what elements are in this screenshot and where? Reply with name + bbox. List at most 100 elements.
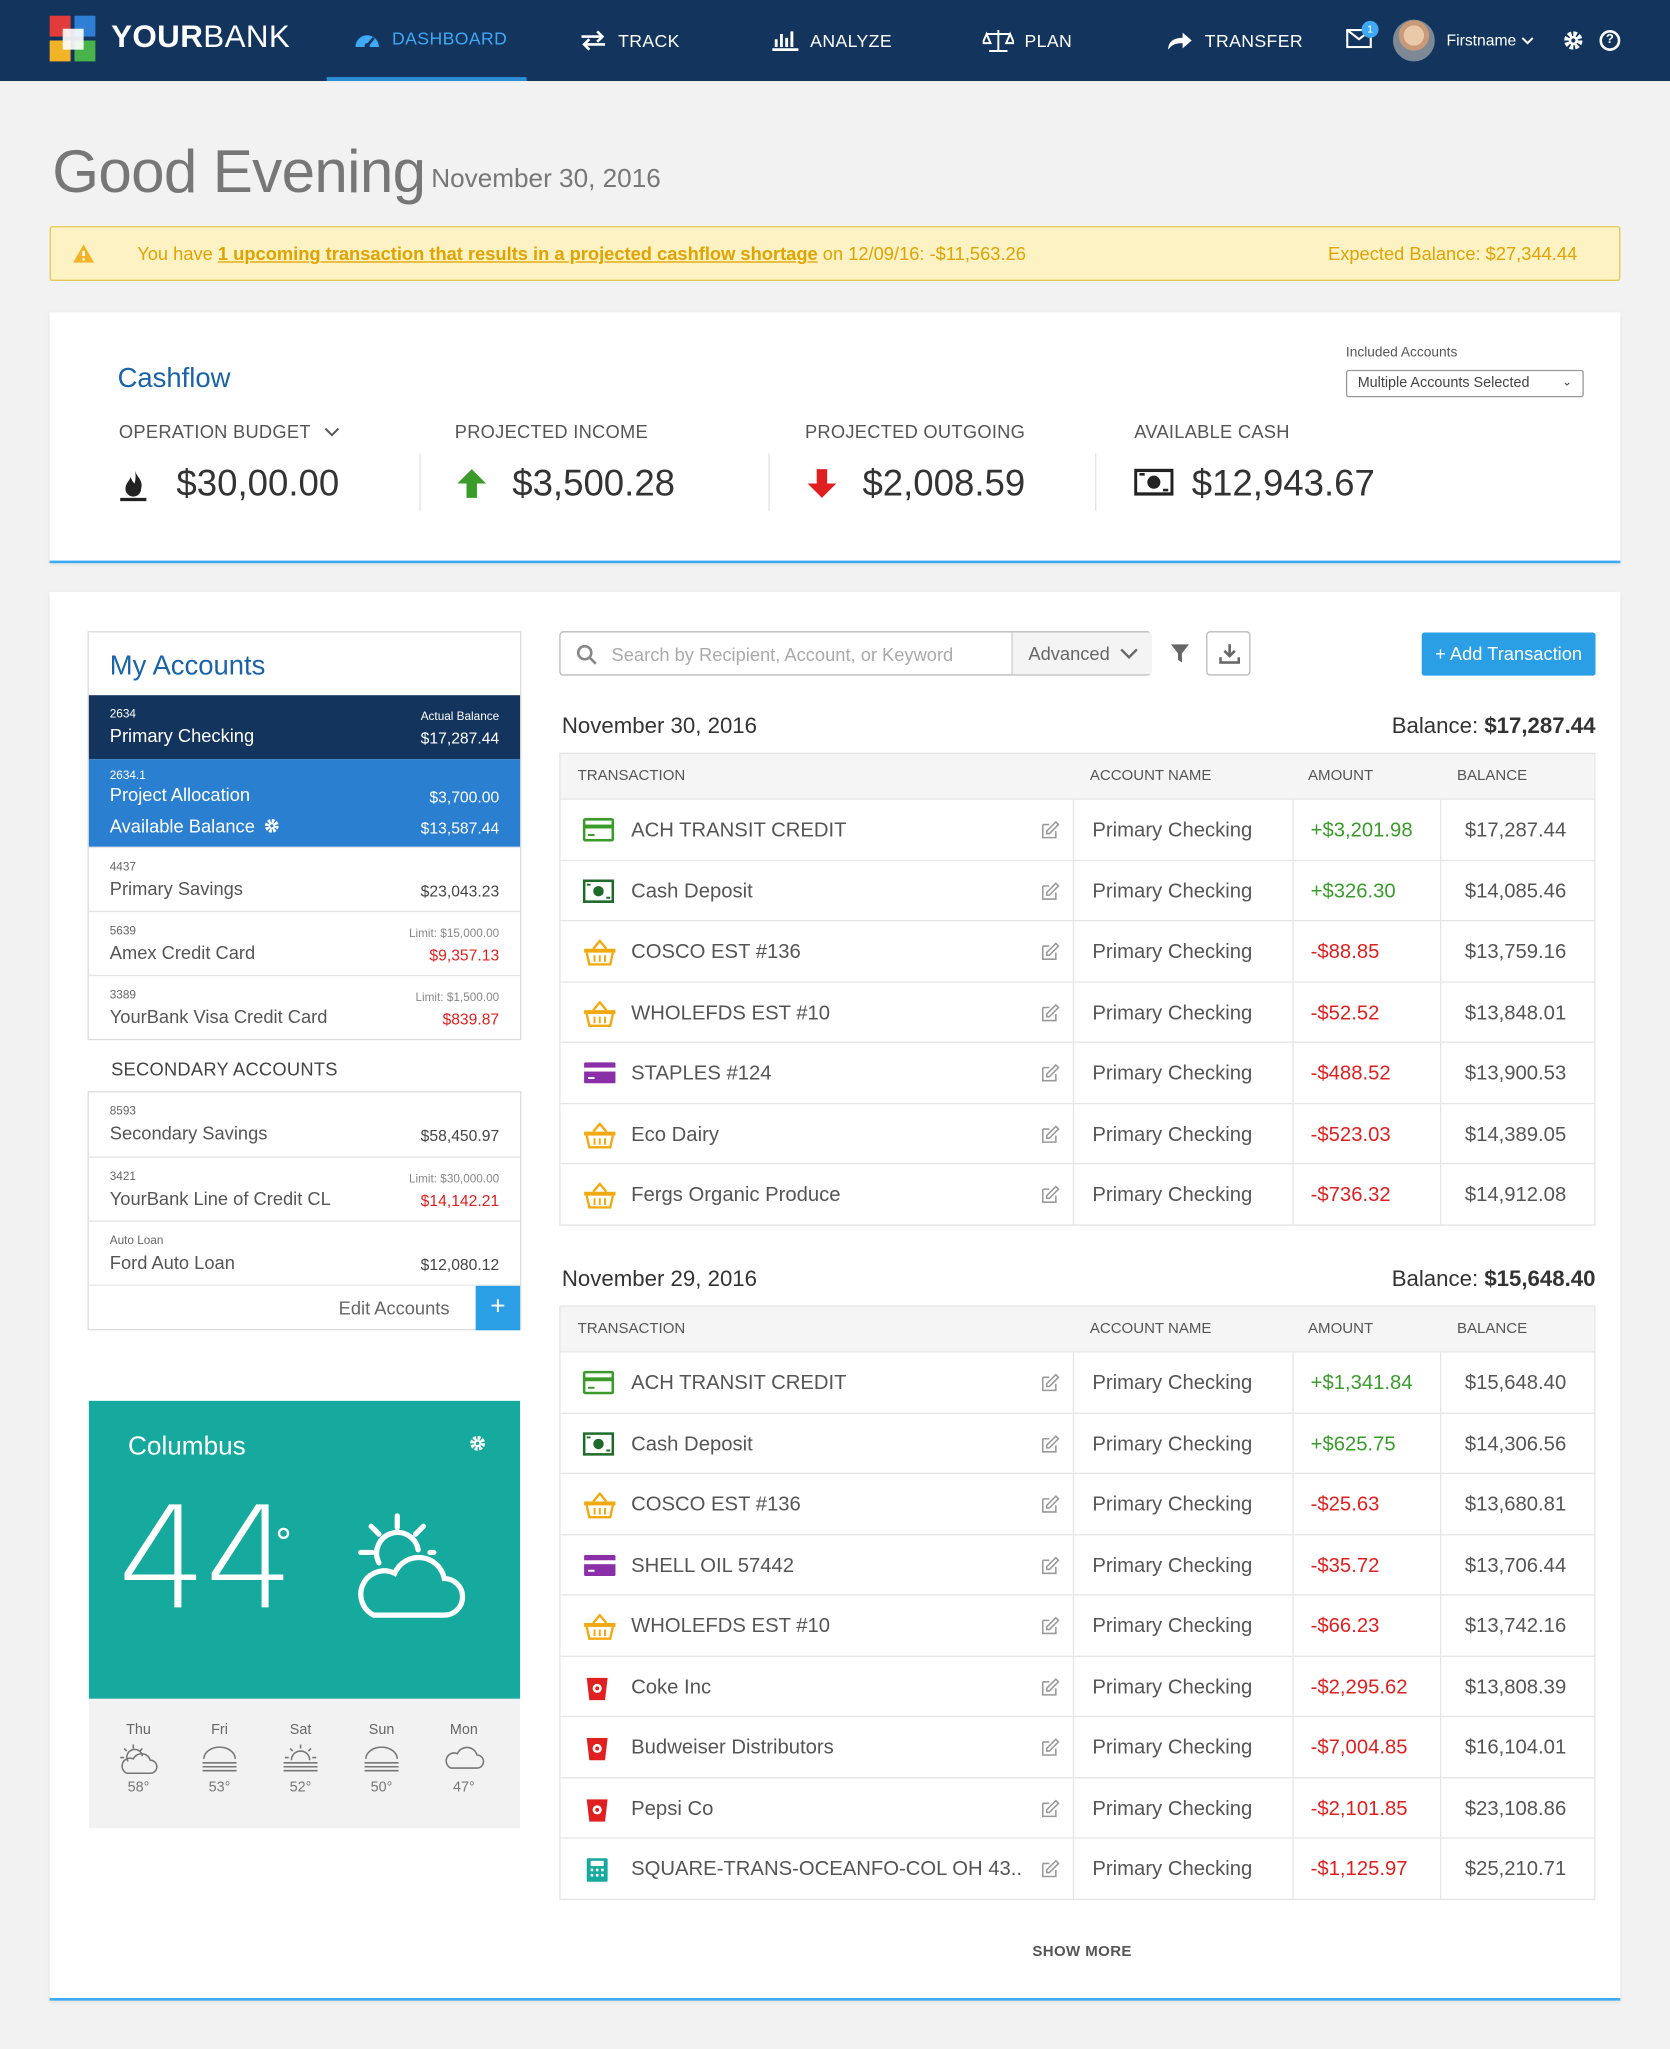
gear-icon[interactable] bbox=[469, 1435, 486, 1452]
account-row[interactable]: 8593 Secondary Savings $58,450.97 bbox=[89, 1092, 520, 1156]
forecast-day: Mon 47° bbox=[431, 1699, 496, 1795]
edit-icon[interactable] bbox=[1041, 1185, 1060, 1204]
account-name: Primary Checking bbox=[1092, 880, 1253, 903]
search-input[interactable]: Search by Recipient, Account, or Keyword bbox=[611, 644, 954, 666]
edit-icon[interactable] bbox=[1041, 1555, 1060, 1574]
edit-icon[interactable] bbox=[1041, 881, 1060, 900]
column-header[interactable]: AMOUNT bbox=[1308, 768, 1374, 785]
edit-icon[interactable] bbox=[1041, 1738, 1060, 1756]
table-row[interactable]: SHELL OIL 57442 Primary Checking -$35.72… bbox=[560, 1533, 1595, 1595]
table-row[interactable]: SQUARE-TRANS-OCEANFO-COL OH 43... Primar… bbox=[560, 1837, 1595, 1899]
nav-dashboard-label: DASHBOARD bbox=[392, 28, 508, 49]
edit-icon[interactable] bbox=[1041, 1616, 1060, 1635]
edit-icon[interactable] bbox=[1041, 1063, 1060, 1082]
column-header[interactable]: TRANSACTION bbox=[577, 768, 686, 785]
weather-widget: Columbus 44 ° bbox=[88, 1400, 521, 1699]
swap-arrows-icon bbox=[581, 30, 606, 51]
running-balance: $13,900.53 bbox=[1464, 1062, 1567, 1085]
account-number: 4437 bbox=[109, 859, 136, 873]
chevron-down-icon[interactable] bbox=[1521, 34, 1534, 47]
filter-icon[interactable] bbox=[1170, 644, 1190, 663]
divider bbox=[1072, 860, 1075, 920]
table-row[interactable]: ACH TRANSIT CREDIT Primary Checking +$3,… bbox=[560, 798, 1595, 860]
divider bbox=[1440, 921, 1442, 981]
nav-dashboard[interactable]: DASHBOARD bbox=[326, 0, 527, 82]
divider bbox=[1095, 453, 1097, 511]
edit-icon[interactable] bbox=[1041, 1677, 1060, 1695]
day-date: November 30, 2016 bbox=[561, 713, 758, 739]
edit-icon[interactable] bbox=[1041, 1495, 1060, 1513]
chevron-down-icon[interactable] bbox=[324, 427, 340, 437]
day-date: November 29, 2016 bbox=[561, 1266, 758, 1292]
download-button[interactable] bbox=[1206, 631, 1251, 676]
account-row[interactable]: 4437 Primary Savings $23,043.23 bbox=[88, 846, 521, 911]
show-more-button[interactable]: SHOW MORE bbox=[1032, 1944, 1132, 1961]
edit-icon[interactable] bbox=[1041, 1124, 1060, 1143]
expected-balance: Expected Balance: $27,344.44 bbox=[1328, 243, 1578, 264]
weather-degree: ° bbox=[274, 1521, 293, 1565]
column-header[interactable]: BALANCE bbox=[1457, 768, 1528, 785]
edit-icon[interactable] bbox=[1041, 1859, 1060, 1878]
table-row[interactable]: COSCO EST #136 Primary Checking -$88.85 … bbox=[560, 919, 1595, 981]
edit-icon[interactable] bbox=[1041, 1373, 1060, 1392]
column-header[interactable]: AMOUNT bbox=[1308, 1321, 1374, 1337]
table-row[interactable]: COSCO EST #136 Primary Checking -$25.63 … bbox=[560, 1472, 1595, 1534]
alert-link[interactable]: 1 upcoming transaction that results in a… bbox=[217, 243, 818, 264]
account-row[interactable]: 3389 YourBank Visa Credit Card Limit: $1… bbox=[88, 974, 521, 1039]
table-row[interactable]: Cash Deposit Primary Checking +$625.75 $… bbox=[560, 1411, 1595, 1473]
account-row[interactable]: 3421 YourBank Line of Credit CL Limit: $… bbox=[88, 1156, 521, 1220]
table-row[interactable]: Coke Inc Primary Checking -$2,295.62 $13… bbox=[560, 1655, 1595, 1716]
shopping-basket-icon bbox=[584, 1613, 616, 1640]
table-row[interactable]: STAPLES #124 Primary Checking -$488.52 $… bbox=[560, 1041, 1595, 1103]
nav-transfer[interactable]: TRANSFER bbox=[1166, 0, 1303, 81]
advanced-search-dropdown[interactable]: Advanced bbox=[1011, 632, 1152, 675]
add-account-button[interactable]: + bbox=[475, 1285, 521, 1331]
account-row[interactable]: Auto Loan Ford Auto Loan $12,080.12 bbox=[88, 1220, 521, 1285]
metric-label: OPERATION BUDGET bbox=[118, 420, 311, 442]
transaction-search: Search by Recipient, Account, or Keyword… bbox=[559, 631, 1152, 676]
running-balance: $17,287.44 bbox=[1464, 819, 1567, 842]
divider bbox=[1072, 1777, 1075, 1838]
transaction-name: Coke Inc bbox=[631, 1675, 712, 1699]
help-icon[interactable]: ? bbox=[1599, 30, 1621, 51]
table-row[interactable]: Eco Dairy Primary Checking -$523.03 $14,… bbox=[560, 1102, 1595, 1164]
running-balance: $14,389.05 bbox=[1464, 1123, 1567, 1146]
username[interactable]: Firstname bbox=[1446, 31, 1517, 50]
table-row[interactable]: Pepsi Co Primary Checking -$2,101.85 $23… bbox=[560, 1776, 1595, 1838]
nav-plan[interactable]: PLAN bbox=[982, 0, 1072, 81]
column-header[interactable]: TRANSACTION bbox=[577, 1321, 686, 1337]
metric-value: $12,943.67 bbox=[1191, 462, 1375, 504]
nav-analyze[interactable]: ANALYZE bbox=[771, 0, 892, 81]
column-header[interactable]: BALANCE bbox=[1457, 1321, 1528, 1337]
account-project-allocation[interactable]: 2634.1 Project Allocation $3,700.00 Avai… bbox=[88, 759, 521, 847]
table-row[interactable]: WHOLEFDS EST #10 Primary Checking -$52.5… bbox=[560, 980, 1595, 1042]
brand-name[interactable]: YOURBANK bbox=[111, 19, 291, 55]
column-header[interactable]: ACCOUNT NAME bbox=[1089, 1321, 1212, 1337]
metric-label: AVAILABLE CASH bbox=[1134, 420, 1290, 442]
bank-logo-icon[interactable] bbox=[49, 15, 97, 63]
account-primary-checking[interactable]: 2634 Primary Checking Actual Balance $17… bbox=[88, 695, 521, 760]
divider bbox=[1440, 1042, 1442, 1103]
account-number: Auto Loan bbox=[109, 1233, 164, 1247]
table-row[interactable]: Fergs Organic Produce Primary Checking -… bbox=[560, 1163, 1595, 1224]
add-transaction-button[interactable]: + Add Transaction bbox=[1421, 632, 1596, 676]
divider bbox=[1292, 1413, 1294, 1473]
edit-icon[interactable] bbox=[1041, 1798, 1060, 1817]
gear-icon[interactable] bbox=[264, 818, 280, 834]
account-name: Project Allocation bbox=[109, 784, 251, 805]
avatar[interactable] bbox=[1392, 19, 1435, 62]
edit-icon[interactable] bbox=[1041, 820, 1060, 839]
edit-icon[interactable] bbox=[1041, 942, 1060, 960]
included-accounts-select[interactable]: Multiple Accounts Selected ⌄ bbox=[1345, 369, 1584, 398]
edit-accounts-link[interactable]: Edit Accounts bbox=[338, 1297, 450, 1319]
nav-track[interactable]: TRACK bbox=[579, 0, 680, 81]
gear-icon[interactable] bbox=[1563, 30, 1584, 51]
account-row[interactable]: 5639 Amex Credit Card Limit: $15,000.00 … bbox=[88, 910, 521, 975]
edit-icon[interactable] bbox=[1041, 1434, 1060, 1452]
table-row[interactable]: WHOLEFDS EST #10 Primary Checking -$66.2… bbox=[560, 1594, 1595, 1656]
table-row[interactable]: Budweiser Distributors Primary Checking … bbox=[560, 1715, 1595, 1777]
table-row[interactable]: Cash Deposit Primary Checking +$326.30 $… bbox=[560, 859, 1595, 920]
table-row[interactable]: ACH TRANSIT CREDIT Primary Checking +$1,… bbox=[560, 1351, 1595, 1412]
column-header[interactable]: ACCOUNT NAME bbox=[1089, 768, 1212, 785]
edit-icon[interactable] bbox=[1041, 1003, 1060, 1021]
